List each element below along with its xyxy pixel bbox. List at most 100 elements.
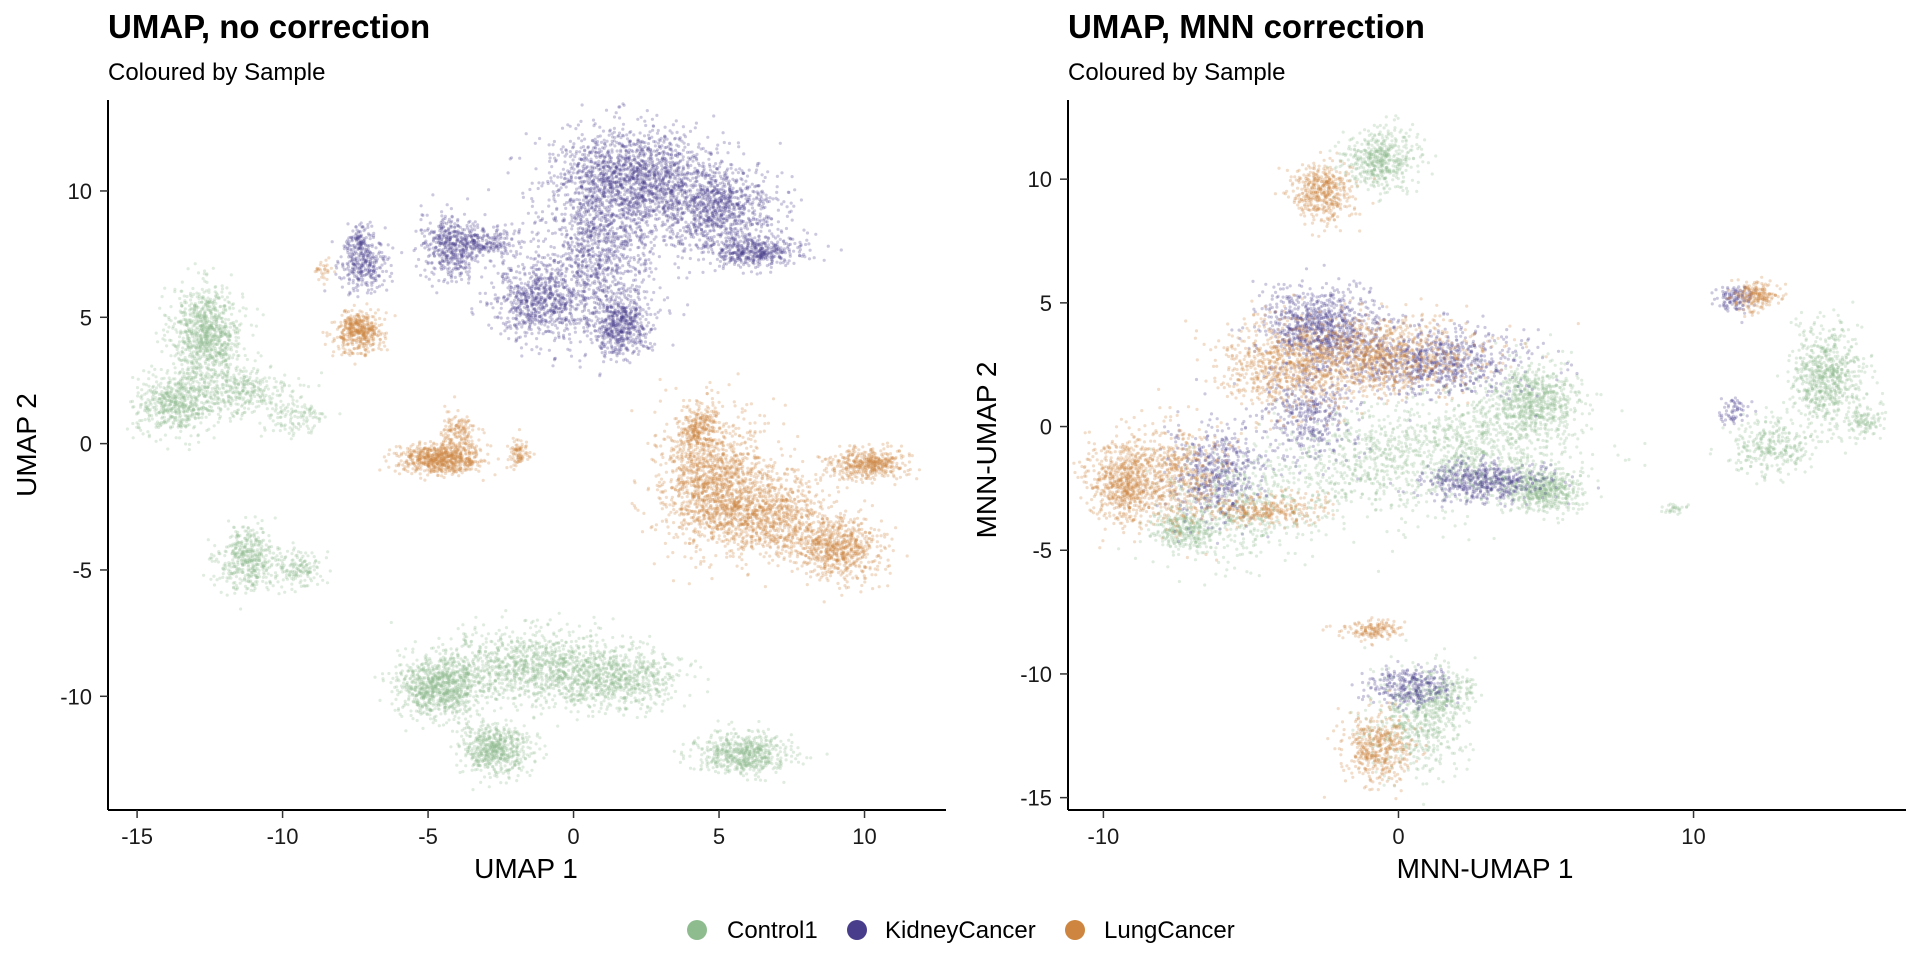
point [411,679,415,683]
point [240,525,244,529]
point [275,573,279,578]
point [305,569,309,574]
point [558,654,562,658]
point [564,692,569,696]
point [621,634,625,638]
point [544,699,548,703]
point [549,672,553,676]
point [417,684,421,688]
point [600,654,604,658]
point [176,386,180,390]
point [666,697,670,701]
point [629,700,633,705]
point [523,663,527,667]
point [247,531,251,535]
point [268,580,272,584]
point [237,336,241,340]
point [269,413,273,417]
point [662,683,666,687]
point [293,414,297,418]
point [173,316,177,320]
point [666,692,671,696]
point [184,330,188,334]
point [289,437,293,441]
point [221,354,225,358]
point [480,634,484,638]
point [244,591,248,595]
point [228,338,232,342]
point [168,380,172,384]
point [263,557,267,561]
point [251,390,255,394]
point [706,690,710,694]
point [278,551,282,555]
point [646,706,650,710]
point [195,380,199,384]
point [584,650,588,655]
point [162,376,166,380]
point [552,663,556,667]
point [220,331,224,335]
point [202,272,206,276]
point [530,658,534,662]
point [508,635,512,639]
point [523,650,527,654]
point [271,392,275,396]
point [396,708,400,712]
point [500,640,504,645]
point [494,670,498,674]
point [153,401,157,405]
point [432,702,436,706]
point [428,713,432,717]
point [231,558,235,562]
point [264,581,268,585]
point [252,535,257,539]
point [468,706,472,710]
point [435,666,439,671]
point [461,623,465,627]
point [193,417,198,421]
point [285,549,290,553]
point [257,393,261,398]
point [209,556,213,560]
point [273,409,277,413]
point [532,670,536,674]
point [499,660,503,664]
point [251,382,255,387]
point [505,662,509,666]
point [246,380,250,384]
point [234,402,238,406]
point [215,383,219,387]
point [576,698,580,703]
point [234,555,238,560]
point [220,344,224,348]
point [471,673,475,677]
point [469,714,473,718]
point [243,406,247,410]
point [506,653,510,657]
point [232,415,236,419]
point [454,700,459,704]
point [539,703,543,707]
point [601,638,605,642]
point [670,663,674,667]
point [136,394,140,398]
point [548,675,552,679]
point [499,637,503,641]
point [184,342,188,346]
point [255,307,259,311]
point [200,325,204,329]
point [477,649,481,653]
point [207,412,211,416]
point [172,362,176,366]
point [199,328,203,333]
point [187,417,191,421]
point [237,393,241,397]
point [424,704,428,708]
point [415,658,419,662]
point [539,712,543,716]
point [192,309,196,313]
point [135,386,140,390]
point [217,361,221,365]
point [310,406,314,410]
